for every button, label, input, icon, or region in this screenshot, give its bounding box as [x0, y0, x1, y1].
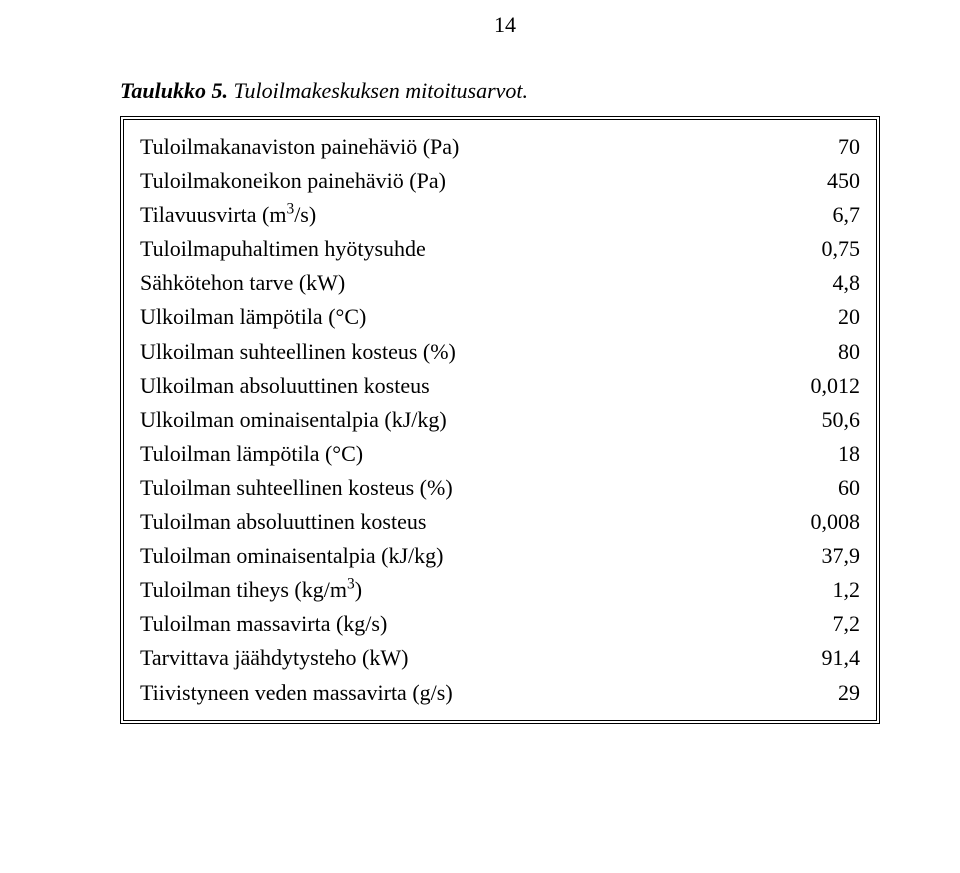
row-value: 0,75 — [760, 232, 860, 266]
row-name: Ulkoilman absoluuttinen kosteus — [140, 369, 760, 403]
row-name: Tuloilman massavirta (kg/s) — [140, 607, 760, 641]
row-value: 1,2 — [760, 573, 860, 607]
row-value: 0,008 — [760, 505, 860, 539]
row-value: 70 — [760, 130, 860, 164]
caption-label: Taulukko 5. — [120, 78, 228, 103]
page: 14 Taulukko 5. Tuloilmakeskuksen mitoitu… — [0, 0, 960, 724]
table-caption: Taulukko 5. Tuloilmakeskuksen mitoitusar… — [120, 78, 890, 104]
row-value: 4,8 — [760, 266, 860, 300]
row-value: 37,9 — [760, 539, 860, 573]
row-name: Ulkoilman ominaisentalpia (kJ/kg) — [140, 403, 760, 437]
row-value: 29 — [760, 676, 860, 710]
row-name: Tiivistyneen veden massavirta (g/s) — [140, 676, 760, 710]
row-name: Tuloilman absoluuttinen kosteus — [140, 505, 760, 539]
table-row: Tuloilman tiheys (kg/m3) 1,2 — [140, 573, 860, 607]
table-row: Tuloilman suhteellinen kosteus (%) 60 — [140, 471, 860, 505]
row-value: 0,012 — [760, 369, 860, 403]
table-row: Ulkoilman suhteellinen kosteus (%) 80 — [140, 335, 860, 369]
row-name: Tuloilmakanaviston painehäviö (Pa) — [140, 130, 760, 164]
row-name: Sähkötehon tarve (kW) — [140, 266, 760, 300]
table-row: Tuloilmakanaviston painehäviö (Pa) 70 — [140, 130, 860, 164]
table-row: Tuloilman ominaisentalpia (kJ/kg) 37,9 — [140, 539, 860, 573]
table-row: Ulkoilman ominaisentalpia (kJ/kg) 50,6 — [140, 403, 860, 437]
row-name: Ulkoilman lämpötila (°C) — [140, 300, 760, 334]
row-name: Tuloilmakoneikon painehäviö (Pa) — [140, 164, 760, 198]
table-row: Tilavuusvirta (m3/s) 6,7 — [140, 198, 860, 232]
table-row: Tuloilmapuhaltimen hyötysuhde 0,75 — [140, 232, 860, 266]
row-value: 80 — [760, 335, 860, 369]
row-name: Tuloilman ominaisentalpia (kJ/kg) — [140, 539, 760, 573]
table-row: Tuloilmakoneikon painehäviö (Pa) 450 — [140, 164, 860, 198]
row-value: 20 — [760, 300, 860, 334]
table-row: Tiivistyneen veden massavirta (g/s) 29 — [140, 676, 860, 710]
caption-description: Tuloilmakeskuksen mitoitusarvot. — [228, 78, 528, 103]
table-row: Tarvittava jäähdytysteho (kW) 91,4 — [140, 641, 860, 675]
table-row: Sähkötehon tarve (kW) 4,8 — [140, 266, 860, 300]
table-row: Tuloilman absoluuttinen kosteus 0,008 — [140, 505, 860, 539]
row-name: Tuloilman tiheys (kg/m3) — [140, 573, 760, 607]
row-name: Tilavuusvirta (m3/s) — [140, 198, 760, 232]
row-value: 6,7 — [760, 198, 860, 232]
page-number: 14 — [120, 12, 890, 38]
row-value: 18 — [760, 437, 860, 471]
row-name: Tuloilmapuhaltimen hyötysuhde — [140, 232, 760, 266]
table-row: Tuloilman massavirta (kg/s) 7,2 — [140, 607, 860, 641]
row-value: 91,4 — [760, 641, 860, 675]
row-value: 450 — [760, 164, 860, 198]
row-name: Ulkoilman suhteellinen kosteus (%) — [140, 335, 760, 369]
table-row: Ulkoilman absoluuttinen kosteus 0,012 — [140, 369, 860, 403]
row-value: 7,2 — [760, 607, 860, 641]
row-value: 50,6 — [760, 403, 860, 437]
table-row: Tuloilman lämpötila (°C) 18 — [140, 437, 860, 471]
table-row: Ulkoilman lämpötila (°C) 20 — [140, 300, 860, 334]
row-value: 60 — [760, 471, 860, 505]
data-table: Tuloilmakanaviston painehäviö (Pa) 70 Tu… — [120, 116, 880, 724]
row-name: Tuloilman suhteellinen kosteus (%) — [140, 471, 760, 505]
row-name: Tarvittava jäähdytysteho (kW) — [140, 641, 760, 675]
row-name: Tuloilman lämpötila (°C) — [140, 437, 760, 471]
